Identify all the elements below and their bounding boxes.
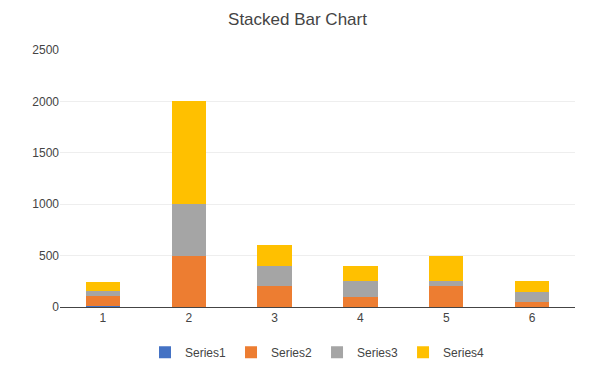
svg-text:Series4: Series4 [443, 346, 484, 360]
svg-text:1000: 1000 [32, 197, 59, 211]
svg-text:3: 3 [271, 311, 278, 325]
svg-text:2000: 2000 [32, 95, 59, 109]
svg-text:Series2: Series2 [271, 346, 312, 360]
svg-text:Series1: Series1 [185, 346, 226, 360]
svg-text:2500: 2500 [32, 43, 59, 57]
svg-text:1: 1 [100, 311, 107, 325]
svg-text:1500: 1500 [32, 146, 59, 160]
svg-text:0: 0 [52, 300, 59, 314]
svg-text:5: 5 [443, 311, 450, 325]
svg-text:Series3: Series3 [357, 346, 398, 360]
svg-text:4: 4 [357, 311, 364, 325]
svg-text:6: 6 [529, 311, 536, 325]
svg-text:500: 500 [39, 249, 59, 263]
svg-text:Stacked Bar Chart: Stacked Bar Chart [228, 10, 367, 29]
svg-text:2: 2 [185, 311, 192, 325]
